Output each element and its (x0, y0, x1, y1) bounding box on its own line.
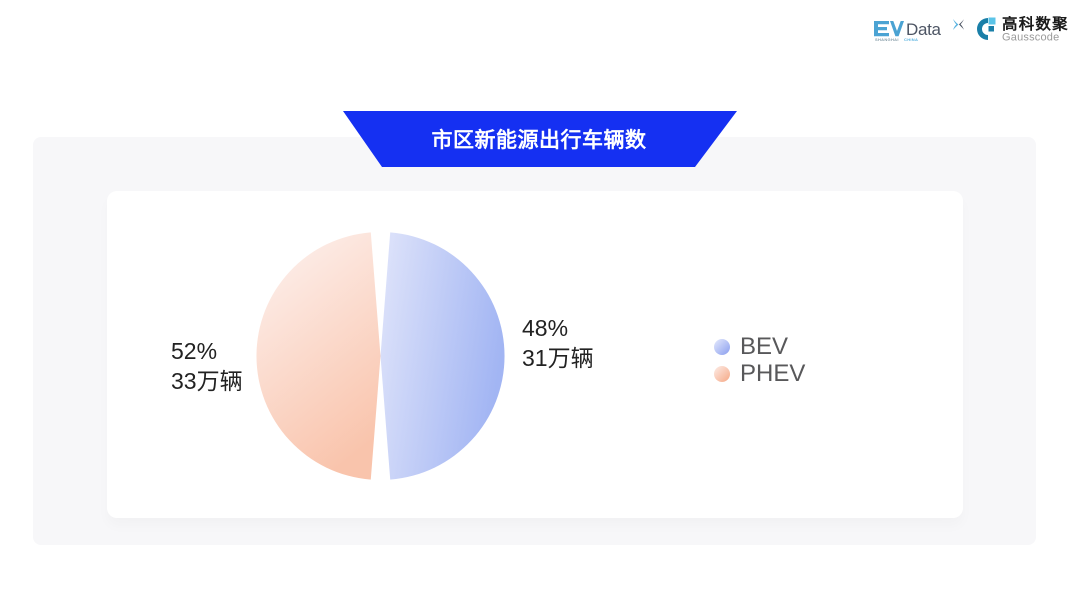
svg-text:高科数聚: 高科数聚 (1002, 16, 1069, 33)
svg-text:市区新能源出行车辆数: 市区新能源出行车辆数 (432, 128, 647, 152)
svg-text:SHANGHAI: SHANGHAI (875, 37, 899, 42)
svg-text:Gausscode: Gausscode (1002, 32, 1059, 43)
svg-text:CHINA: CHINA (904, 37, 918, 42)
